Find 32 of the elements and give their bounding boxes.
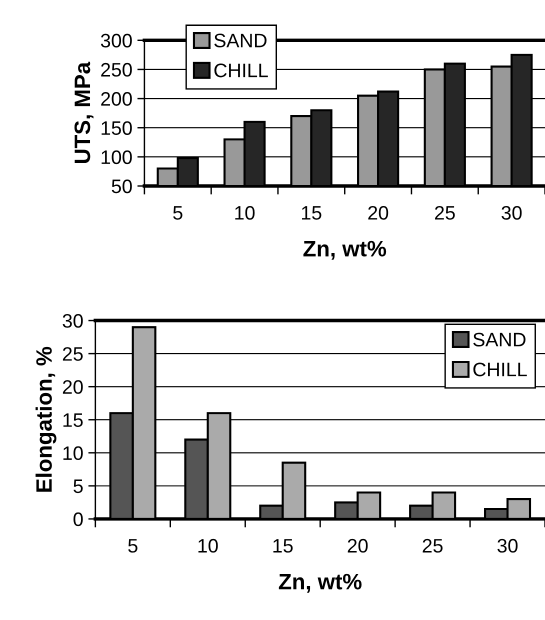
x-tick-label: 20 [348,538,368,553]
x-tick-label: 15 [273,539,293,553]
legend-label: CHILL [214,64,268,78]
legend-label: SAND [214,34,267,48]
y-tick-label: 50 [112,179,132,194]
x-tick-label: 20 [368,206,388,220]
y-tick-label: 5 [74,480,83,494]
y-axis-title: UTS, MPa [74,62,94,164]
y-tick-label: 20 [62,380,83,394]
x-axis-title: Zn, wt% [278,574,362,593]
y-tick-label: 30 [62,314,83,328]
y-tick-label: 0 [74,512,83,526]
y-tick-label: 150 [102,121,132,135]
x-tick-label: 25 [422,538,443,553]
x-tick-label: 10 [198,538,218,553]
x-tick-label: 30 [502,206,522,220]
y-tick-label: 10 [63,446,83,460]
y-tick-label: 300 [100,34,132,48]
y-tick-label: 250 [101,62,132,77]
x-tick-label: 5 [173,206,182,220]
y-tick-label: 25 [62,347,83,361]
y-tick-label: 200 [101,92,132,106]
x-tick-label: 30 [497,538,518,553]
y-axis-title: Elongation, % [36,346,56,492]
y-tick-label: 15 [63,413,83,427]
legend-label: CHILL [473,362,527,376]
x-axis-title: Zn, wt% [303,240,386,260]
x-tick-label: 25 [435,206,455,220]
x-tick-label: 10 [235,206,255,220]
y-tick-label: 100 [102,150,132,164]
x-tick-label: 15 [302,206,322,220]
legend-label: SAND [473,332,526,346]
